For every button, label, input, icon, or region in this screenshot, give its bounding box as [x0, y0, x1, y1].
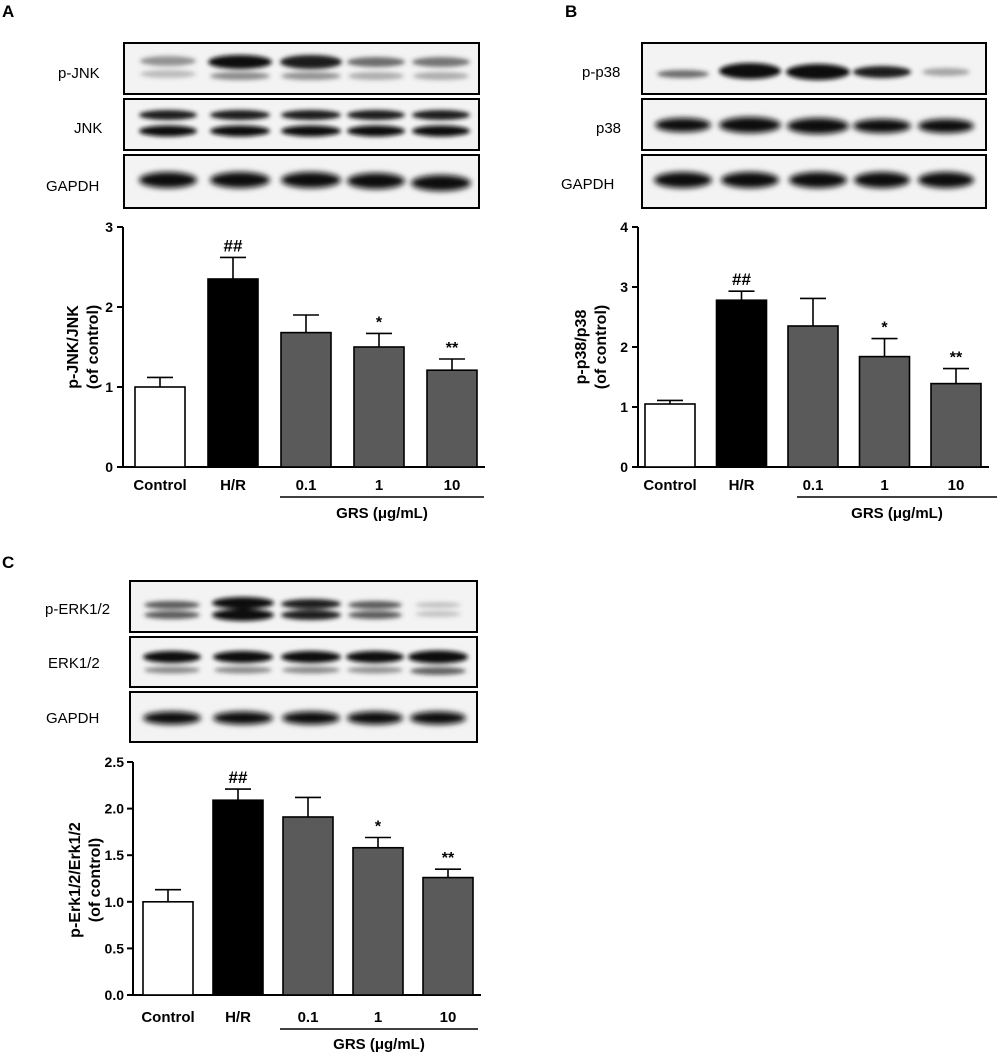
- bar-b-2: [787, 325, 839, 468]
- blot-strip-gapdh-b: [641, 154, 987, 209]
- blot-label-p-jnk: p-JNK: [58, 65, 100, 82]
- blot-label-gapdh-a: GAPDH: [46, 178, 99, 195]
- bar-c-4: [422, 876, 474, 996]
- bar-c-3: [352, 846, 404, 996]
- bar-b-3: [858, 355, 911, 468]
- blot-label-jnk: JNK: [74, 120, 102, 137]
- y-tick-label-c: 1.5: [105, 847, 125, 863]
- significance-mark-a: ##: [224, 236, 243, 255]
- panel-a: A p-JNK JNK GAPDH: [2, 2, 485, 522]
- bar-b-0: [644, 403, 696, 468]
- y-tick-label-a: 1: [105, 379, 113, 395]
- y-tick-label-b: 4: [620, 219, 628, 235]
- category-label-a: 0.1: [296, 477, 317, 494]
- bar-a-3: [353, 346, 405, 468]
- blot-strip-p-erk: [129, 580, 478, 633]
- blot-label-gapdh-c: GAPDH: [46, 710, 99, 727]
- blot-label-p38: p38: [596, 120, 621, 137]
- category-label-c: 1: [374, 1009, 382, 1026]
- y-tick-label-a: 0: [105, 459, 113, 475]
- y-tick-label-b: 2: [620, 339, 628, 355]
- chart-b: p-p38/p38 (of control) 0 1 2 3 4 Control ## H/R…: [573, 219, 997, 522]
- y-tick-label-c: 1.0: [105, 894, 125, 910]
- category-label-b: 1: [880, 477, 888, 494]
- y-tick-label-c: 0.5: [105, 940, 125, 956]
- category-label-c: Control: [141, 1009, 194, 1026]
- category-label-a: Control: [133, 477, 186, 494]
- significance-mark-b: *: [881, 320, 888, 337]
- blot-strip-p38: [641, 98, 987, 151]
- blot-strip-p-p38: [641, 42, 987, 95]
- bar-a-1: [207, 278, 259, 468]
- y-tick-label-a: 3: [105, 219, 113, 235]
- bar-b-4: [930, 382, 982, 468]
- y-axis-subtitle-c: (of control): [87, 838, 104, 922]
- blot-strip-p-jnk: [123, 42, 480, 95]
- panel-letter-a: A: [2, 2, 14, 21]
- y-tick-label-b: 1: [620, 399, 628, 415]
- y-tick-label-b: 0: [620, 459, 628, 475]
- significance-mark-a: **: [446, 340, 459, 357]
- y-axis-label-b: p-p38/p38 (of control): [573, 305, 610, 389]
- category-label-b: H/R: [729, 477, 755, 494]
- panel-letter-b: B: [565, 2, 577, 21]
- y-tick-label-b: 3: [620, 279, 628, 295]
- plot-area-b: 0 1 2 3 4 Control ## H/R 0.1 * 1 ** 10: [620, 219, 989, 494]
- y-axis-subtitle-a: (of control): [85, 305, 102, 389]
- blot-strip-erk: [129, 636, 478, 688]
- blot-label-gapdh-b: GAPDH: [561, 176, 614, 193]
- y-axis-subtitle-b: (of control): [593, 305, 610, 389]
- category-label-c: H/R: [225, 1009, 251, 1026]
- blot-label-erk: ERK1/2: [48, 655, 100, 672]
- bar-c-0: [142, 900, 194, 996]
- group-label-b: GRS (μg/mL): [851, 505, 943, 522]
- bar-a-0: [134, 386, 186, 468]
- significance-mark-b: **: [950, 350, 963, 367]
- panel-c: C p-ERK1/2 ERK1/2 GAPDH: [2, 553, 481, 1053]
- panel-letter-c: C: [2, 553, 14, 572]
- chart-c: p-Erk1/2/Erk1/2 (of control) 0.0 0.5 1.0 1.…: [67, 754, 481, 1053]
- category-label-c: 10: [440, 1009, 457, 1026]
- significance-mark-b: ##: [732, 270, 751, 289]
- y-tick-label-c: 2.0: [105, 801, 125, 817]
- y-tick-label-c: 2.5: [105, 754, 125, 770]
- y-axis-label-c: p-Erk1/2/Erk1/2 (of control): [67, 822, 104, 938]
- category-label-a: H/R: [220, 477, 246, 494]
- y-axis-title-a: p-JNK/JNK: [65, 305, 82, 389]
- bar-c-2: [282, 816, 334, 996]
- category-label-b: 10: [948, 477, 965, 494]
- significance-mark-a: *: [376, 314, 383, 331]
- bar-a-4: [426, 369, 478, 468]
- category-label-b: 0.1: [803, 477, 824, 494]
- bar-b-1: [715, 299, 768, 468]
- group-label-a: GRS (μg/mL): [336, 505, 428, 522]
- category-label-b: Control: [643, 477, 696, 494]
- blot-strip-gapdh-c: [129, 691, 478, 743]
- blot-strip-gapdh-a: [123, 154, 480, 209]
- y-axis-title-c: p-Erk1/2/Erk1/2: [67, 822, 84, 938]
- panel-b: B p-p38 p38 GAPDH: [561, 2, 997, 522]
- bar-a-2: [280, 331, 332, 468]
- category-label-c: 0.1: [298, 1009, 319, 1026]
- blot-strip-jnk: [123, 98, 480, 151]
- significance-mark-c: *: [375, 818, 382, 835]
- plot-area-c: 0.0 0.5 1.0 1.5 2.0 2.5 Control ## H/R 0.1 * 1 ** 10: [105, 754, 481, 1026]
- blot-label-p-erk: p-ERK1/2: [45, 601, 110, 618]
- y-tick-label-a: 2: [105, 299, 113, 315]
- plot-area-a: 0 1 2 3 Control ## H/R 0.1 * 1 ** 10: [105, 219, 485, 494]
- category-label-a: 1: [375, 477, 383, 494]
- y-axis-label-a: p-JNK/JNK (of control): [65, 305, 102, 389]
- bar-c-1: [212, 799, 264, 996]
- significance-mark-c: ##: [229, 768, 248, 787]
- blot-label-p-p38: p-p38: [582, 64, 620, 81]
- group-label-c: GRS (μg/mL): [333, 1036, 425, 1053]
- y-tick-label-c: 0.0: [105, 987, 125, 1003]
- category-label-a: 10: [444, 477, 461, 494]
- y-axis-title-b: p-p38/p38: [573, 310, 590, 385]
- significance-mark-c: **: [442, 850, 455, 867]
